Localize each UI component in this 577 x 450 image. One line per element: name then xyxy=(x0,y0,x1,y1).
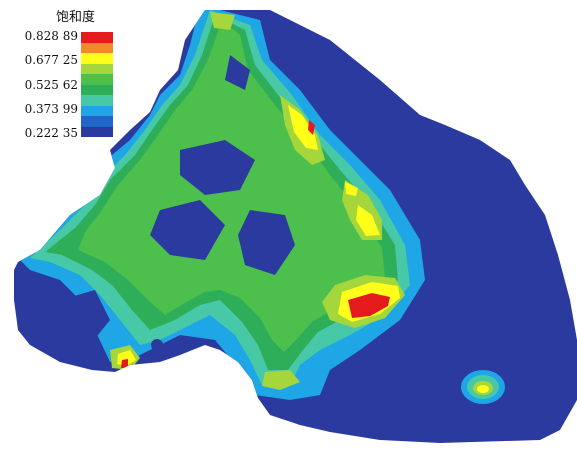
low-pockets xyxy=(60,55,295,351)
band-shape xyxy=(345,182,358,196)
band-shape xyxy=(348,293,390,318)
legend-color-step xyxy=(81,53,113,64)
legend-color-step xyxy=(81,63,113,74)
legend-tick-label: 0.373 99 xyxy=(24,101,78,116)
band-shape xyxy=(262,370,300,390)
legend-color-step xyxy=(81,126,113,137)
band-shape xyxy=(210,12,235,30)
level-red xyxy=(121,120,390,368)
legend-color-step xyxy=(81,84,113,95)
legend-color-step xyxy=(81,32,113,43)
legend-tick-label: 0.222 35 xyxy=(24,126,78,140)
legend-tick-label: 0.525 62 xyxy=(24,77,78,92)
band-shape xyxy=(121,359,128,368)
band-shape xyxy=(356,205,380,236)
legend-tick-label: 0.828 89 xyxy=(24,29,78,43)
legend-color-step xyxy=(81,74,113,85)
legend-title: 饱和度 xyxy=(56,10,96,25)
legend-tick-label: 0.677 25 xyxy=(24,53,78,68)
band-shape xyxy=(288,105,318,150)
legend-color-step xyxy=(81,95,113,106)
isolated-feature xyxy=(461,370,505,404)
band-shape xyxy=(308,120,315,135)
legend-color-step xyxy=(81,105,113,116)
legend-color-step xyxy=(81,116,113,127)
legend-color-step xyxy=(81,42,113,53)
legend-colorbar xyxy=(81,32,113,137)
